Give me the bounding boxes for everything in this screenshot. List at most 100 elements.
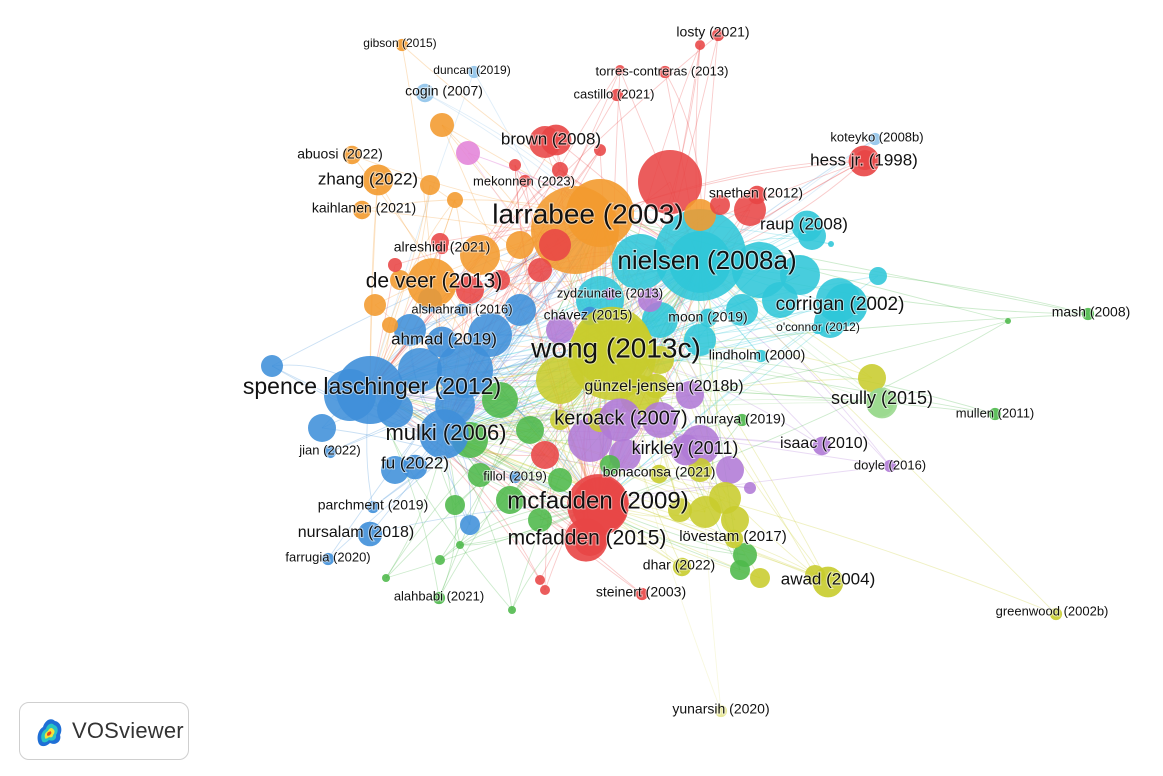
network-node[interactable] [455, 303, 469, 317]
network-node[interactable] [382, 574, 390, 582]
node-label[interactable]: nielsen (2008a) [616, 244, 797, 276]
network-node[interactable] [516, 416, 544, 444]
network-node[interactable] [528, 258, 552, 282]
node-label[interactable]: brown (2008) [500, 128, 602, 149]
network-node[interactable] [366, 500, 380, 514]
network-node[interactable] [468, 463, 492, 487]
network-node[interactable] [848, 145, 880, 177]
network-node[interactable] [364, 294, 386, 316]
network-node[interactable] [388, 258, 402, 272]
network-node[interactable] [456, 141, 480, 165]
network-node[interactable] [695, 40, 705, 50]
network-node[interactable] [531, 441, 559, 469]
network-node[interactable] [716, 456, 744, 484]
node-label[interactable]: hess jr. (1998) [809, 149, 919, 170]
network-node[interactable] [812, 436, 832, 456]
node-label[interactable]: alreshidi (2021) [393, 238, 492, 256]
network-node[interactable] [615, 65, 625, 75]
network-node[interactable] [445, 495, 465, 515]
network-node[interactable] [709, 482, 741, 514]
network-node[interactable] [539, 229, 571, 261]
node-label[interactable]: mullen (2011) [955, 404, 1036, 421]
network-node[interactable] [612, 234, 668, 290]
network-node[interactable] [435, 241, 449, 255]
node-label[interactable]: o'connor (2012) [775, 319, 861, 335]
node-label[interactable]: corrigan (2002) [775, 293, 906, 316]
network-node[interactable] [698, 308, 718, 328]
network-node[interactable] [635, 587, 649, 601]
network-node[interactable] [566, 179, 634, 247]
node-label[interactable]: scully (2015) [830, 387, 934, 409]
node-label[interactable]: ahmad (2019) [390, 328, 498, 349]
network-node[interactable] [381, 456, 409, 484]
node-label[interactable]: isaac (2010) [779, 434, 869, 453]
node-label[interactable]: günzel-jensen (2018b) [583, 377, 744, 396]
network-node[interactable] [714, 704, 728, 718]
network-node[interactable] [362, 164, 394, 196]
network-node[interactable] [395, 38, 409, 52]
network-node[interactable] [710, 195, 730, 215]
network-node[interactable] [1005, 318, 1011, 324]
network-node[interactable] [754, 349, 768, 363]
node-label[interactable]: mulki (2006) [384, 419, 507, 446]
network-node[interactable] [711, 28, 725, 42]
network-node[interactable] [594, 144, 606, 156]
network-node[interactable] [762, 282, 798, 318]
network-node[interactable] [508, 606, 516, 614]
node-label[interactable]: larrabee (2003) [491, 197, 684, 230]
node-label[interactable]: steinert (2003) [595, 583, 687, 601]
network-node[interactable] [460, 235, 500, 275]
node-label[interactable]: lindholm (2000) [708, 346, 807, 364]
node-label[interactable]: keroack (2007) [553, 406, 688, 430]
network-node[interactable] [394, 314, 426, 346]
network-node[interactable] [724, 529, 744, 549]
network-node[interactable] [735, 413, 749, 427]
node-label[interactable]: dhar (2022) [642, 556, 716, 574]
network-node[interactable] [415, 83, 435, 103]
network-node[interactable] [546, 316, 574, 344]
node-label[interactable]: jian (2022) [297, 441, 361, 458]
network-node[interactable] [603, 287, 617, 301]
network-node[interactable] [552, 162, 568, 178]
network-node[interactable] [548, 468, 572, 492]
node-label[interactable]: raup (2008) [759, 213, 849, 234]
network-node[interactable] [447, 192, 463, 208]
node-label[interactable]: losty (2021) [675, 23, 750, 41]
network-node[interactable] [420, 175, 440, 195]
network-node[interactable] [468, 313, 512, 357]
network-node[interactable] [868, 132, 882, 146]
node-label[interactable]: snethen (2012) [708, 184, 804, 202]
network-node[interactable] [506, 231, 534, 259]
node-label[interactable]: mcfadden (2009) [506, 486, 689, 515]
node-label[interactable]: kirkley (2011) [631, 437, 740, 459]
node-label[interactable]: gibson (2015) [362, 35, 437, 51]
node-label[interactable]: lövestam (2017) [678, 527, 788, 546]
network-node[interactable] [649, 464, 669, 484]
network-node[interactable] [540, 585, 550, 595]
network-node[interactable] [508, 470, 522, 484]
network-node[interactable] [398, 348, 442, 392]
network-node[interactable] [437, 342, 493, 398]
network-node[interactable] [669, 231, 731, 293]
network-node[interactable] [747, 185, 767, 205]
network-node[interactable] [812, 566, 844, 598]
network-node[interactable] [382, 317, 398, 333]
node-label[interactable]: nursalam (2018) [297, 523, 416, 542]
network-node[interactable] [540, 124, 572, 156]
network-node[interactable] [684, 199, 716, 231]
node-label[interactable]: alshahrani (2016) [410, 300, 513, 317]
network-node[interactable] [407, 258, 457, 308]
node-label[interactable]: castillo (2021) [573, 85, 656, 102]
node-label[interactable]: koteyko (2008b) [829, 128, 924, 145]
network-node[interactable] [638, 288, 662, 312]
network-node[interactable] [535, 575, 545, 585]
network-node[interactable] [323, 445, 337, 459]
network-node[interactable] [658, 65, 672, 79]
network-node[interactable] [730, 560, 750, 580]
node-label[interactable]: torres-contreras (2013) [595, 62, 730, 79]
network-node[interactable] [684, 324, 716, 356]
node-label[interactable]: yunarsih (2020) [671, 700, 770, 718]
node-label[interactable]: chávez (2015) [543, 306, 634, 324]
node-label[interactable]: farrugia (2020) [284, 548, 371, 565]
network-node[interactable] [598, 398, 642, 442]
